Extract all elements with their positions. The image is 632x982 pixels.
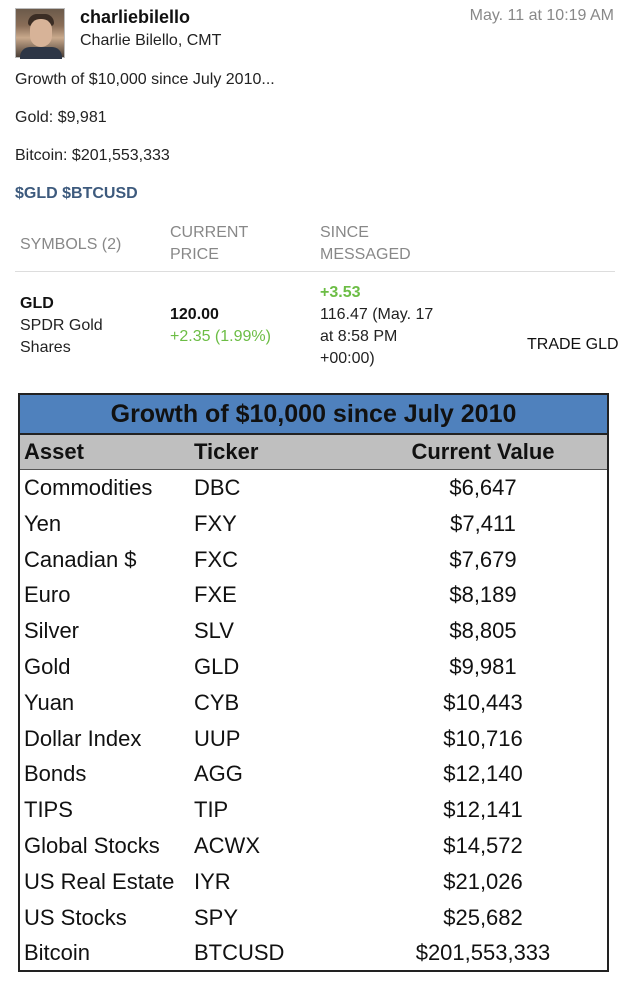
- table-row: Global Stocks ACWX $14,572: [20, 828, 607, 864]
- cell-asset: Bitcoin: [24, 940, 91, 966]
- header-ticker: Ticker: [194, 439, 259, 464]
- table-row: Euro FXE $8,189: [20, 577, 607, 613]
- table-row: Dollar Index UUP $10,716: [20, 721, 607, 757]
- symbol-ticker: GLD: [20, 295, 54, 312]
- cell-ticker: UUP: [194, 725, 241, 751]
- cell-value: $6,647: [449, 475, 517, 500]
- username[interactable]: charliebilello: [80, 7, 191, 27]
- table-row: US Real Estate IYR $21,026: [20, 864, 607, 900]
- cell-asset: Silver: [24, 618, 80, 644]
- cell-value: $9,981: [449, 653, 517, 679]
- cell-ticker: FXE: [194, 582, 237, 608]
- table-row: TIPS TIP $12,141: [20, 792, 607, 828]
- symbols-header: SYMBOLS (2): [20, 236, 122, 253]
- cell-ticker: BTCUSD: [194, 940, 285, 966]
- table-row: Commodities DBC $6,647: [20, 470, 607, 506]
- cell-asset: Bonds: [24, 761, 87, 787]
- cell-asset: US Real Estate: [24, 868, 175, 894]
- cell-ticker: ACWX: [194, 832, 260, 858]
- since-change: +3.53: [320, 284, 361, 301]
- table-row: Bitcoin BTCUSD $201,553,333: [20, 935, 607, 971]
- cell-value: $14,572: [443, 832, 523, 858]
- header-asset: Asset: [24, 439, 84, 464]
- cell-ticker: TIP: [194, 797, 229, 823]
- cell-asset: Gold: [24, 653, 71, 679]
- cell-ticker: DBC: [194, 475, 241, 500]
- cell-asset: Euro: [24, 582, 71, 608]
- header-line: MESSAGED: [320, 246, 411, 263]
- avatar-face: [30, 19, 52, 47]
- cell-asset: Global Stocks: [24, 832, 160, 858]
- cell-asset: TIPS: [24, 797, 73, 823]
- cell-asset: Dollar Index: [24, 725, 142, 751]
- post-line: Gold: $9,981: [15, 109, 107, 126]
- price-value: 120.00: [170, 306, 219, 323]
- cell-value: $8,189: [449, 582, 517, 608]
- since-detail: +00:00): [320, 350, 375, 367]
- cell-asset: US Stocks: [24, 904, 127, 930]
- table-row: Bonds AGG $12,140: [20, 756, 607, 792]
- cell-value: $25,682: [443, 904, 523, 930]
- symbol-name: Shares: [20, 339, 71, 356]
- avatar[interactable]: [15, 8, 65, 59]
- cell-asset: Canadian $: [24, 546, 137, 572]
- cell-ticker: CYB: [194, 689, 240, 715]
- table-title: Growth of $10,000 since July 2010: [20, 395, 607, 435]
- cell-asset: Yuan: [24, 689, 75, 715]
- cell-ticker: IYR: [194, 868, 231, 894]
- header-line: PRICE: [170, 246, 219, 263]
- cashtags[interactable]: $GLD $BTCUSD: [15, 185, 138, 202]
- since-detail: 116.47 (May. 17: [320, 306, 434, 323]
- cell-value: $10,716: [443, 725, 523, 751]
- cell-ticker: SLV: [194, 618, 234, 644]
- header-line: CURRENT: [170, 224, 249, 241]
- cell-value: $10,443: [443, 689, 523, 715]
- symbol-info[interactable]: GLD SPDR Gold Shares: [20, 293, 103, 359]
- post-line: Bitcoin: $201,553,333: [15, 147, 170, 164]
- current-price: 120.00 +2.35 (1.99%): [170, 304, 271, 348]
- cell-value: $8,805: [449, 618, 517, 644]
- cell-ticker: AGG: [194, 761, 243, 787]
- avatar-shirt: [20, 47, 62, 59]
- divider: [15, 271, 615, 272]
- table-row: Gold GLD $9,981: [20, 649, 607, 685]
- post-line: Growth of $10,000 since July 2010...: [15, 71, 275, 88]
- trade-button[interactable]: TRADE GLD: [527, 336, 619, 353]
- timestamp[interactable]: May. 11 at 10:19 AM: [469, 7, 614, 24]
- table-row: US Stocks SPY $25,682: [20, 900, 607, 936]
- current-price-header: CURRENT PRICE: [170, 222, 248, 266]
- table-body: Commodities DBC $6,647 Yen FXY $7,411 Canadian…: [20, 470, 607, 971]
- header-line: SINCE: [320, 224, 369, 241]
- cell-ticker: GLD: [194, 653, 240, 679]
- fullname: Charlie Bilello, CMT: [80, 32, 222, 49]
- symbol-name: SPDR Gold: [20, 317, 103, 334]
- cell-value: $7,411: [450, 510, 516, 536]
- growth-table-image[interactable]: Growth of $10,000 since July 2010 Asset …: [18, 393, 609, 972]
- price-change: +2.35 (1.99%): [170, 328, 271, 345]
- cell-asset: Commodities: [24, 475, 153, 500]
- cell-value: $12,141: [443, 797, 523, 823]
- cell-value: $201,553,333: [415, 940, 551, 966]
- cell-ticker: FXC: [194, 546, 238, 572]
- cell-value: $21,026: [443, 868, 523, 894]
- cell-ticker: SPY: [194, 904, 239, 930]
- since-messaged: +3.53 116.47 (May. 17 at 8:58 PM +00:00): [320, 282, 433, 370]
- header-current-value: Current Value: [411, 439, 555, 464]
- table-row: Canadian $ FXC $7,679: [20, 542, 607, 578]
- table-row: Yuan CYB $10,443: [20, 685, 607, 721]
- since-detail: at 8:58 PM: [320, 328, 398, 345]
- table-header-row: Asset Ticker Current Value: [20, 435, 607, 470]
- table-row: Yen FXY $7,411: [20, 506, 607, 542]
- cell-value: $7,679: [449, 546, 517, 572]
- since-messaged-header: SINCE MESSAGED: [320, 222, 411, 266]
- cell-asset: Yen: [24, 510, 62, 536]
- cell-ticker: FXY: [194, 510, 237, 536]
- table-row: Silver SLV $8,805: [20, 613, 607, 649]
- cell-value: $12,140: [443, 761, 523, 787]
